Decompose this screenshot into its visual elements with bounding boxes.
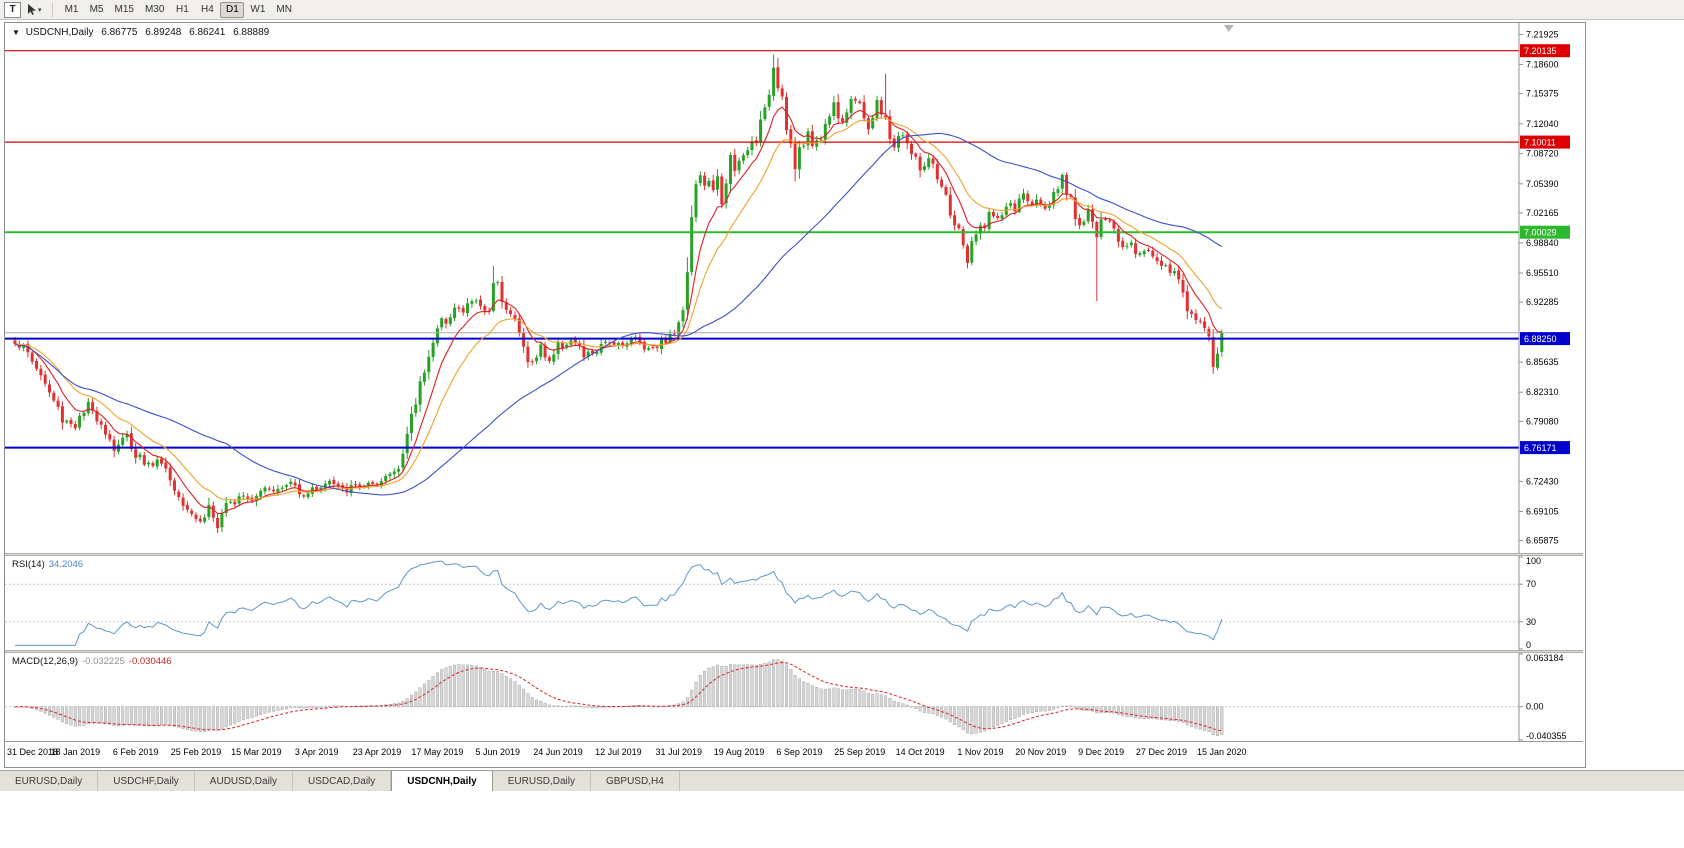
- svg-text:7.20135: 7.20135: [1524, 46, 1557, 56]
- date-label: 6 Sep 2019: [776, 747, 823, 757]
- toolbar-separator: [51, 2, 53, 17]
- chart-tab-0[interactable]: EURUSD,Daily: [0, 771, 99, 791]
- top-toolbar: T ▾ M1 M5 M15 M30 H1 H4 D1 W1 MN: [0, 0, 1684, 20]
- chart-window-icon[interactable]: T: [4, 1, 21, 18]
- svg-text:7.15375: 7.15375: [1526, 89, 1559, 99]
- price-chart[interactable]: 7.21925 7.18600 7.15375 7.12040 7.08720 7.053…: [5, 23, 1583, 553]
- date-label: 9 Dec 2019: [1078, 747, 1125, 757]
- macd-histogram: [13, 659, 1224, 736]
- time-axis[interactable]: 31 Dec 2018 18 Jan 2019 6 Feb 2019 25 Feb 2…: [5, 741, 1583, 765]
- date-label: 31 Jul 2019: [655, 747, 703, 757]
- svg-text:6.98840: 6.98840: [1526, 238, 1559, 248]
- date-label: 12 Jul 2019: [595, 747, 642, 757]
- horizontal-lines: [5, 50, 1519, 449]
- svg-text:6.65875: 6.65875: [1526, 536, 1559, 546]
- timeframe-button-m5[interactable]: M5: [89, 4, 104, 15]
- ma-fast-line: [14, 106, 1222, 515]
- date-label: 15 Mar 2019: [231, 747, 282, 757]
- date-label: 27 Dec 2019: [1135, 747, 1187, 757]
- timeframe-button-h4[interactable]: H4: [201, 4, 214, 15]
- date-label: 19 Aug 2019: [713, 747, 765, 757]
- svg-text:70: 70: [1526, 579, 1536, 589]
- svg-text:6.95510: 6.95510: [1526, 268, 1559, 278]
- date-label: 25 Sep 2019: [834, 747, 886, 757]
- svg-text:6.88250: 6.88250: [1524, 334, 1557, 344]
- svg-text:-0.040355: -0.040355: [1526, 731, 1567, 741]
- chevron-down-icon: ▾: [38, 6, 42, 14]
- svg-text:6.72430: 6.72430: [1526, 476, 1559, 486]
- svg-text:7.12040: 7.12040: [1526, 119, 1559, 129]
- date-label: 5 Jun 2019: [475, 747, 520, 757]
- date-label: 23 Apr 2019: [352, 747, 402, 757]
- rsi-panel[interactable]: 100 70 30 0: [5, 556, 1583, 650]
- svg-text:7.05390: 7.05390: [1526, 179, 1559, 189]
- timeframe-button-h1[interactable]: H1: [176, 4, 189, 15]
- macd-signal-line: [14, 661, 1222, 732]
- timeframe-group: M1 M5 M15 M30 H1 H4 D1 W1 MN: [60, 1, 297, 18]
- timeframe-button-m30[interactable]: M30: [144, 4, 165, 15]
- svg-text:6.92285: 6.92285: [1526, 297, 1559, 307]
- date-label: 18 Jan 2019: [50, 747, 101, 757]
- chart-tab-2[interactable]: AUDUSD,Daily: [195, 771, 294, 791]
- timeframe-button-w1[interactable]: W1: [250, 4, 266, 15]
- chart-tab-6[interactable]: GBPUSD,H4: [591, 771, 680, 791]
- chart-tab-bar: EURUSD,Daily USDCHF,Daily AUDUSD,Daily USDC…: [0, 770, 1684, 791]
- timeframe-button-m1[interactable]: M1: [64, 4, 79, 15]
- chart-tab-3[interactable]: USDCAD,Daily: [293, 771, 392, 791]
- timeframe-button-d1[interactable]: D1: [220, 1, 245, 18]
- cursor-tool-button[interactable]: ▾: [23, 2, 45, 18]
- date-label: 3 Apr 2019: [294, 747, 339, 757]
- date-label: 17 May 2019: [411, 747, 464, 757]
- date-label: 20 Nov 2019: [1015, 747, 1067, 757]
- chart-shift-marker: [1223, 25, 1234, 32]
- date-label: 6 Feb 2019: [112, 747, 159, 757]
- date-label: 1 Nov 2019: [957, 747, 1004, 757]
- timeframe-button-m15[interactable]: M15: [114, 4, 134, 15]
- svg-text:0.063184: 0.063184: [1526, 653, 1564, 663]
- svg-text:0.00: 0.00: [1526, 702, 1544, 712]
- chart-tab-1[interactable]: USDCHF,Daily: [98, 771, 195, 791]
- timeframe-button-mn[interactable]: MN: [276, 4, 292, 15]
- panel-divider-macd[interactable]: [5, 650, 1583, 653]
- ma-mid-line: [14, 117, 1223, 501]
- chart-tab-4[interactable]: USDCNH,Daily: [391, 771, 493, 791]
- svg-text:6.85635: 6.85635: [1526, 357, 1559, 367]
- candles: [13, 54, 1224, 533]
- ma-slow-line: [14, 132, 1223, 496]
- svg-text:6.69105: 6.69105: [1526, 506, 1559, 516]
- svg-text:30: 30: [1526, 617, 1536, 627]
- svg-text:6.82310: 6.82310: [1526, 387, 1559, 397]
- chart-tab-5[interactable]: EURUSD,Daily: [493, 771, 591, 791]
- svg-text:7.08720: 7.08720: [1526, 149, 1559, 159]
- svg-text:7.10011: 7.10011: [1524, 138, 1556, 148]
- rsi-line: [15, 560, 1223, 646]
- svg-text:7.00029: 7.00029: [1524, 228, 1557, 238]
- price-axis-labels: 7.21925 7.18600 7.15375 7.12040 7.08720 7.053…: [1518, 23, 1570, 553]
- svg-text:7.18600: 7.18600: [1526, 60, 1559, 70]
- date-label: 25 Feb 2019: [170, 747, 222, 757]
- chart-window[interactable]: 7.21925 7.18600 7.15375 7.12040 7.08720 7.053…: [4, 22, 1586, 768]
- svg-text:7.21925: 7.21925: [1526, 30, 1559, 40]
- date-label: 15 Jan 2020: [1197, 747, 1247, 757]
- cursor-icon: [28, 4, 36, 15]
- date-label: 14 Oct 2019: [895, 747, 945, 757]
- date-label: 31 Dec 2018: [7, 747, 59, 757]
- date-label: 24 Jun 2019: [533, 747, 583, 757]
- panel-divider-rsi[interactable]: [5, 553, 1583, 556]
- svg-text:6.76171: 6.76171: [1524, 443, 1557, 453]
- macd-panel[interactable]: 0.063184 0.00 -0.040355: [5, 653, 1583, 741]
- svg-text:6.79080: 6.79080: [1526, 416, 1559, 426]
- svg-text:7.02165: 7.02165: [1526, 208, 1559, 218]
- svg-text:100: 100: [1526, 556, 1541, 566]
- svg-text:0: 0: [1526, 640, 1531, 650]
